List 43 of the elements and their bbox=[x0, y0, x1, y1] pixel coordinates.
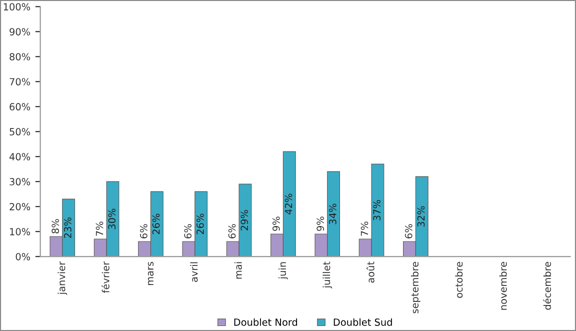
data-label: 29% bbox=[240, 210, 248, 230]
legend-label: Doublet Nord bbox=[234, 318, 298, 326]
x-tick-label: avril bbox=[190, 262, 198, 282]
x-tick-label: février bbox=[101, 261, 110, 293]
y-tick-label: 100% bbox=[4, 3, 30, 10]
data-label: 26% bbox=[152, 214, 160, 234]
data-label: 32% bbox=[417, 206, 425, 227]
y-tick-label: 90% bbox=[10, 28, 30, 36]
y-tick-label: 40% bbox=[9, 153, 30, 160]
x-tick-label: août bbox=[366, 262, 374, 283]
y-tick-label: 30% bbox=[10, 178, 30, 186]
data-label: 6% bbox=[184, 224, 192, 238]
data-label: 9% bbox=[316, 216, 324, 231]
x-tick-label: mai bbox=[234, 262, 242, 279]
data-label: 8% bbox=[52, 219, 60, 234]
x-tick-label: septembre bbox=[410, 262, 420, 314]
y-tick-label: 80% bbox=[10, 53, 30, 60]
data-label: 37% bbox=[373, 200, 381, 220]
data-label: 6% bbox=[140, 224, 148, 238]
x-tick-label: janvier bbox=[58, 261, 68, 295]
y-tick-label: 20% bbox=[10, 203, 30, 210]
y-tick-label: 60% bbox=[10, 103, 30, 110]
y-tick-label: 50% bbox=[10, 128, 30, 136]
y-tick-label: 10% bbox=[10, 228, 30, 236]
y-tick-label: 70% bbox=[10, 78, 30, 86]
data-label: 6% bbox=[228, 224, 236, 238]
data-label: 42% bbox=[284, 194, 292, 214]
data-label: 26% bbox=[196, 214, 204, 234]
data-label: 6% bbox=[404, 224, 412, 238]
data-label: 9% bbox=[272, 216, 280, 231]
x-tick-label: mars bbox=[148, 262, 154, 285]
x-tick-label: novembre bbox=[499, 262, 507, 310]
data-label: 7% bbox=[360, 222, 368, 236]
legend-label: Doublet Sud bbox=[334, 318, 392, 326]
x-tick-label: juillet bbox=[322, 262, 332, 288]
data-label: 34% bbox=[329, 204, 336, 224]
data-label: 23% bbox=[64, 218, 72, 238]
y-tick-label: 0% bbox=[16, 253, 30, 260]
data-label: 30% bbox=[108, 208, 116, 230]
x-tick-label: octobre bbox=[455, 262, 463, 298]
x-tick-label: décembre bbox=[543, 262, 551, 310]
data-label: 7% bbox=[96, 222, 104, 236]
x-tick-label: juin bbox=[278, 262, 288, 280]
